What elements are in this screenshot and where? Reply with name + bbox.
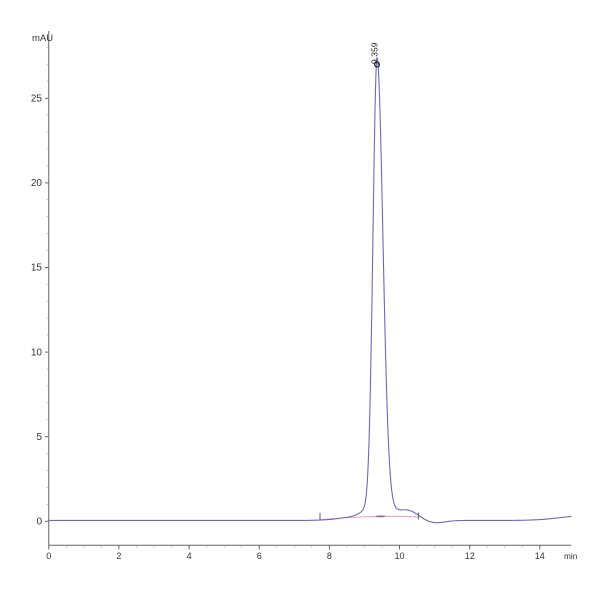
svg-text:15: 15 <box>31 263 43 274</box>
svg-text:8: 8 <box>327 551 332 561</box>
svg-text:0: 0 <box>46 551 51 561</box>
svg-text:mAU: mAU <box>32 33 53 44</box>
svg-text:20: 20 <box>31 178 43 189</box>
svg-text:9.359: 9.359 <box>369 42 379 64</box>
svg-text:min: min <box>564 551 578 561</box>
svg-text:4: 4 <box>187 551 192 561</box>
svg-text:10: 10 <box>394 551 404 561</box>
svg-text:10: 10 <box>31 347 43 358</box>
svg-text:12: 12 <box>465 551 475 561</box>
svg-text:5: 5 <box>36 432 42 443</box>
svg-text:14: 14 <box>535 551 545 561</box>
svg-text:2: 2 <box>116 551 121 561</box>
svg-text:25: 25 <box>31 94 43 105</box>
svg-text:0: 0 <box>36 517 42 528</box>
svg-text:6: 6 <box>257 551 262 561</box>
